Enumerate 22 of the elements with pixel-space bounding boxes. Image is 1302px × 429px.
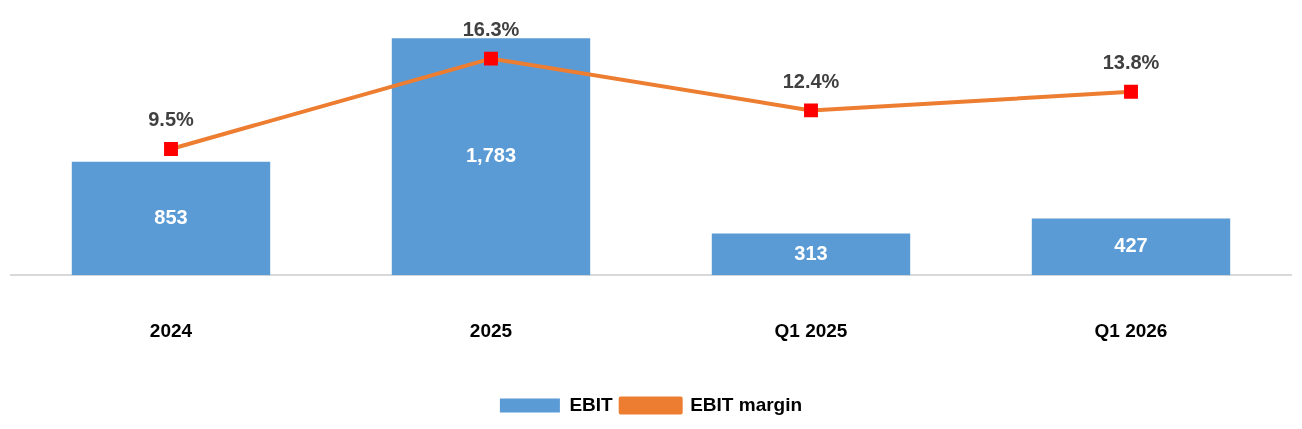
legend-label: EBIT margin — [690, 393, 803, 415]
x-tick-label: 2025 — [469, 319, 513, 341]
x-tick-label: Q1 2026 — [1094, 319, 1168, 341]
point — [484, 51, 498, 66]
x-tick-label: Q1 2025 — [774, 319, 848, 341]
bar — [391, 38, 591, 276]
bar — [71, 161, 271, 276]
bar — [711, 233, 911, 276]
point — [164, 142, 178, 156]
data-label: 313 — [794, 241, 828, 264]
data-label: 853 — [154, 206, 188, 229]
point — [804, 103, 818, 118]
legend-label: EBIT — [569, 393, 614, 415]
point — [1124, 84, 1138, 99]
bar — [1031, 218, 1231, 276]
data-label: 9.5% — [148, 108, 195, 131]
data-label: 427 — [1114, 234, 1148, 257]
data-label: 12.4% — [782, 69, 840, 92]
data-label: 13.8% — [1102, 51, 1160, 74]
data-label: 1,783 — [465, 144, 517, 167]
x-tick-label: 2024 — [149, 319, 193, 341]
data-label: 16.3% — [462, 18, 520, 41]
